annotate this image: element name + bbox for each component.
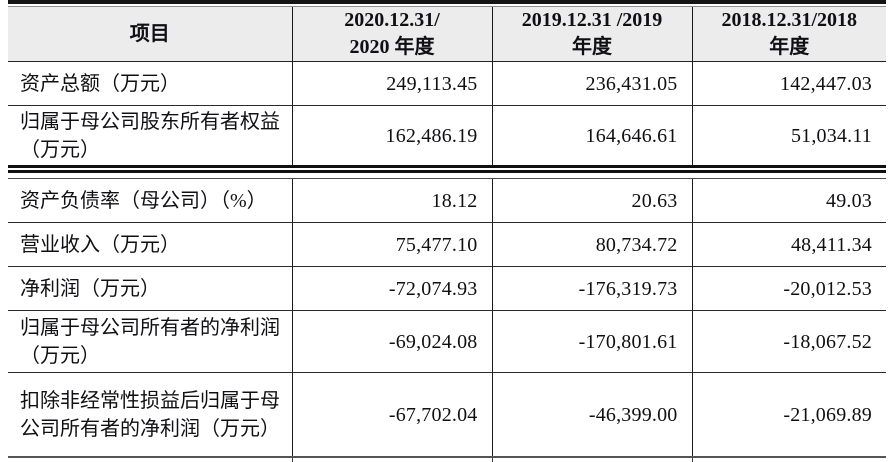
column-divider-stub [292, 458, 293, 462]
value-2018: 49.03 [691, 179, 886, 223]
value-2018: 48,411.34 [691, 222, 886, 267]
value-2018: 51,034.11 [691, 105, 886, 165]
row-label: 资产负债率（母公司）（%） [8, 179, 292, 223]
value-2020: 249,113.45 [291, 61, 492, 106]
value-2020: 75,477.10 [291, 222, 492, 267]
financial-summary-table: 项目 2020.12.31/ 2020 年度 2019.12.31 /2019 … [8, 0, 886, 462]
value-2018: -18,067.52 [691, 310, 886, 373]
header-2019: 2019.12.31 /2019 年度 [491, 7, 692, 62]
value-2018: -20,012.53 [691, 266, 886, 311]
table-row-debt-ratio: 资产负债率（母公司）（%） 18.12 20.63 49.03 [8, 179, 886, 223]
table-row-parent-net-profit: 归属于母公司所有者的净利润（万元） -69,024.08 -170,801.61… [8, 310, 886, 373]
value-2020: 18.12 [291, 179, 492, 223]
table-row-parent-equity: 归属于母公司股东所有者权益（万元） 162,486.19 164,646.61 … [8, 105, 886, 165]
row-label: 资产总额（万元） [8, 61, 292, 106]
bottom-rule [8, 456, 886, 458]
header-2020: 2020.12.31/ 2020 年度 [291, 7, 492, 62]
header-item: 项目 [8, 7, 292, 62]
section-two-top-rule [8, 178, 886, 179]
table-row-deducted-net-profit: 扣除非经常性损益后归属于母公司所有者的净利润（万元） -67,702.04 -4… [8, 372, 886, 456]
value-2019: 164,646.61 [491, 105, 692, 165]
row-label: 营业收入（万元） [8, 222, 292, 267]
value-2019: -46,399.00 [491, 372, 692, 456]
header-2018: 2018.12.31/2018 年度 [691, 7, 886, 62]
section-break-rule-lower [8, 170, 886, 173]
value-2020: 162,486.19 [291, 105, 492, 165]
table-row-revenue: 营业收入（万元） 75,477.10 80,734.72 48,411.34 [8, 222, 886, 267]
column-divider-stub [492, 458, 493, 462]
value-2020: -67,702.04 [291, 372, 492, 456]
top-thin-rule [8, 6, 886, 7]
table-row-total-assets: 资产总额（万元） 249,113.45 236,431.05 142,447.0… [8, 61, 886, 106]
section-break-rule-upper [8, 165, 886, 168]
row-label: 净利润（万元） [8, 266, 292, 311]
value-2020: -72,074.93 [291, 266, 492, 311]
value-2019: 20.63 [491, 179, 692, 223]
value-2019: -170,801.61 [491, 310, 692, 373]
column-divider-stub [692, 458, 693, 462]
table-row-net-profit: 净利润（万元） -72,074.93 -176,319.73 -20,012.5… [8, 266, 886, 311]
value-2019: 236,431.05 [491, 61, 692, 106]
row-label: 扣除非经常性损益后归属于母公司所有者的净利润（万元） [20, 389, 280, 440]
value-2018: -21,069.89 [691, 372, 886, 456]
value-2019: 80,734.72 [491, 222, 692, 267]
table-section-lower: 资产负债率（母公司）（%） 18.12 20.63 49.03 营业收入（万元）… [8, 179, 886, 456]
next-row-cutoff [8, 458, 886, 462]
value-2018: 142,447.03 [691, 61, 886, 106]
row-label: 归属于母公司所有者的净利润（万元） [8, 310, 292, 373]
top-thick-rule [8, 0, 886, 4]
header-row: 项目 2020.12.31/ 2020 年度 2019.12.31 /2019 … [8, 7, 886, 62]
row-label: 归属于母公司股东所有者权益（万元） [20, 110, 280, 161]
value-2019: -176,319.73 [491, 266, 692, 311]
table-section-upper: 项目 2020.12.31/ 2020 年度 2019.12.31 /2019 … [8, 7, 886, 165]
value-2020: -69,024.08 [291, 310, 492, 373]
